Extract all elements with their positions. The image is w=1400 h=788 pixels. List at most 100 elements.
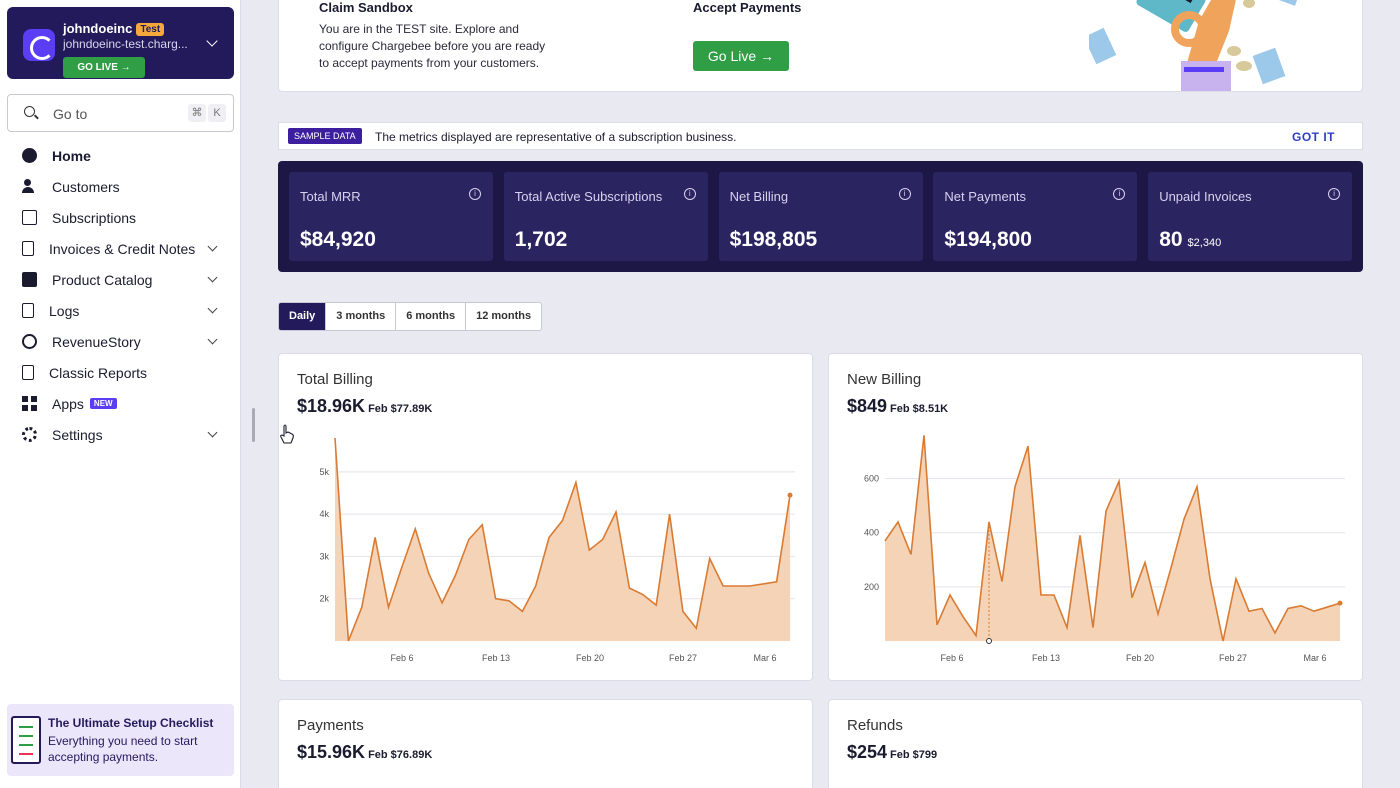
- checklist-desc: Everything you need to start accepting p…: [48, 734, 198, 764]
- sidebar-item-apps[interactable]: Apps NEW: [0, 388, 240, 419]
- new-billing-chart[interactable]: 200 400 600 Feb 6 Feb 13 Feb 20 Feb 27 Mar 6: [829, 424, 1364, 682]
- hover-marker: [986, 638, 992, 644]
- metric-tile-total-active-subscriptions[interactable]: Total Active Subscriptions i 1,702: [503, 172, 708, 261]
- x-tick-label: Feb 6: [390, 653, 413, 663]
- range-12-months[interactable]: 12 months: [476, 310, 532, 322]
- card-value: $254: [847, 742, 888, 762]
- metric-tile-net-billing[interactable]: Net Billing i $198,805: [718, 172, 923, 261]
- series-area: [335, 438, 790, 641]
- got-it-link[interactable]: GOT IT: [1292, 130, 1335, 144]
- accept-payments-title: Accept Payments: [693, 0, 802, 15]
- checklist-icon: [11, 716, 41, 764]
- sidebar-item-settings[interactable]: Settings: [0, 419, 240, 450]
- chevron-down-icon[interactable]: [207, 427, 218, 438]
- y-tick-label: 600: [864, 474, 879, 484]
- metric-subvalue: $2,340: [1187, 237, 1222, 249]
- y-tick-label: 5k: [319, 467, 329, 477]
- sidebar-item-label: Classic Reports: [49, 364, 148, 381]
- card-compare: Feb $799: [890, 749, 938, 761]
- x-tick-label: Feb 27: [669, 653, 697, 663]
- sidebar-go-live-button[interactable]: GO LIVE →: [63, 57, 145, 78]
- go-to-search[interactable]: Go to ⌘ K: [7, 94, 234, 132]
- sidebar-item-subscriptions[interactable]: Subscriptions: [0, 202, 240, 233]
- cmd-key-hint: ⌘: [188, 104, 206, 122]
- x-tick-label: Feb 13: [1032, 653, 1060, 663]
- metric-value: $84,920: [300, 228, 376, 251]
- sidebar-item-label: Subscriptions: [52, 209, 137, 226]
- info-icon[interactable]: i: [1328, 188, 1341, 200]
- sidebar-item-label: Customers: [52, 178, 120, 195]
- metric-label: Net Payments: [944, 189, 1027, 204]
- last-point-marker: [1337, 600, 1343, 606]
- onboarding-banner: Claim Sandbox You are in the TEST site. …: [278, 0, 1363, 92]
- sample-data-message: The metrics displayed are representative…: [375, 130, 737, 144]
- total-billing-card: Total Billing $18.96K Feb $77.89K 2k 3k 4k 5…: [278, 353, 813, 681]
- y-tick-label: 400: [864, 528, 879, 538]
- sidebar-item-product-catalog[interactable]: Product Catalog: [0, 264, 240, 295]
- card-compare: Feb $77.89K: [368, 403, 433, 415]
- y-tick-label: 4k: [319, 509, 329, 519]
- info-icon[interactable]: i: [469, 188, 481, 200]
- range-3-months[interactable]: 3 months: [326, 303, 397, 330]
- refunds-card: Refunds $254 Feb $799: [828, 699, 1363, 788]
- sidebar-resize-handle[interactable]: [252, 408, 255, 442]
- metric-tile-total-mrr[interactable]: Total MRR i $84,920: [289, 172, 493, 261]
- metric-value: $194,800: [944, 228, 1032, 251]
- search-icon: [24, 106, 35, 117]
- info-icon[interactable]: i: [683, 188, 696, 200]
- sample-data-notice: SAMPLE DATA The metrics displayed are re…: [278, 122, 1363, 150]
- metric-tile-unpaid-invoices[interactable]: Unpaid Invoices i 80 $2,340: [1148, 172, 1353, 261]
- total-billing-chart[interactable]: 2k 3k 4k 5k Feb 6 Feb 13 Feb 20 Feb 27 Mar 6: [279, 424, 814, 682]
- y-tick-label: 3k: [319, 551, 329, 561]
- chevron-down-icon[interactable]: [206, 35, 218, 47]
- card-value: $15.96K: [297, 742, 366, 762]
- last-point-marker: [787, 492, 793, 498]
- setup-checklist-card[interactable]: The Ultimate Setup Checklist Everything …: [7, 704, 234, 776]
- card-compare: Feb $76.89K: [368, 749, 433, 761]
- y-tick-label: 2k: [319, 594, 329, 604]
- card-title: Refunds: [847, 717, 903, 734]
- classic-reports-icon: [22, 365, 34, 380]
- sidebar-item-label: Logs: [49, 302, 80, 319]
- range-daily[interactable]: Daily: [279, 303, 327, 330]
- x-tick-label: Mar 6: [1303, 653, 1326, 663]
- test-badge: Test: [136, 23, 165, 36]
- chevron-down-icon[interactable]: [207, 241, 218, 252]
- y-tick-label: 200: [864, 582, 879, 592]
- chevron-down-icon[interactable]: [207, 334, 218, 345]
- x-tick-label: Feb 20: [576, 653, 604, 663]
- sidebar-item-label: Home: [52, 147, 91, 164]
- sidebar-item-label: Invoices & Credit Notes: [49, 240, 196, 257]
- sidebar-item-logs[interactable]: Logs: [0, 295, 240, 326]
- go-live-button[interactable]: Go Live →: [693, 41, 789, 71]
- x-tick-label: Feb 13: [482, 653, 510, 663]
- apps-icon: [22, 396, 37, 411]
- sidebar-item-classic-reports[interactable]: Classic Reports: [0, 357, 240, 388]
- sidebar-item-label: Apps: [52, 395, 84, 412]
- sidebar-item-label: Settings: [52, 426, 103, 443]
- series-area: [885, 435, 1340, 641]
- product-catalog-icon: [22, 272, 37, 287]
- x-tick-label: Mar 6: [753, 653, 776, 663]
- settings-icon: [22, 427, 37, 442]
- sidebar-item-label: RevenueStory: [52, 333, 141, 350]
- new-billing-card: New Billing $849 Feb $8.51K 200 400 600 Feb …: [828, 353, 1363, 681]
- chevron-down-icon[interactable]: [207, 303, 218, 314]
- series-line: [884, 435, 1341, 642]
- sidebar-item-customers[interactable]: Customers: [0, 171, 240, 202]
- info-icon[interactable]: i: [898, 188, 911, 200]
- chevron-down-icon[interactable]: [207, 272, 218, 283]
- range-6-months[interactable]: 6 months: [396, 303, 467, 330]
- sidebar: johndoeinc Test johndoeinc-test.charg... …: [0, 0, 241, 788]
- metrics-panel: Total MRR i $84,920 Total Active Subscripti…: [278, 161, 1363, 272]
- metric-value: 1,702: [514, 228, 568, 251]
- sidebar-item-invoices-credit-notes[interactable]: Invoices & Credit Notes: [0, 233, 240, 264]
- info-icon[interactable]: i: [1113, 188, 1126, 200]
- card-compare: Feb $8.51K: [890, 403, 949, 415]
- sidebar-item-home[interactable]: Home: [0, 140, 240, 171]
- metric-label: Net Billing: [729, 189, 789, 204]
- account-domain: johndoeinc-test.charg...: [63, 37, 188, 51]
- account-switcher[interactable]: johndoeinc Test johndoeinc-test.charg... …: [7, 7, 234, 79]
- sidebar-item-revenuestory[interactable]: RevenueStory: [0, 326, 240, 357]
- metric-tile-net-payments[interactable]: Net Payments i $194,800: [933, 172, 1138, 261]
